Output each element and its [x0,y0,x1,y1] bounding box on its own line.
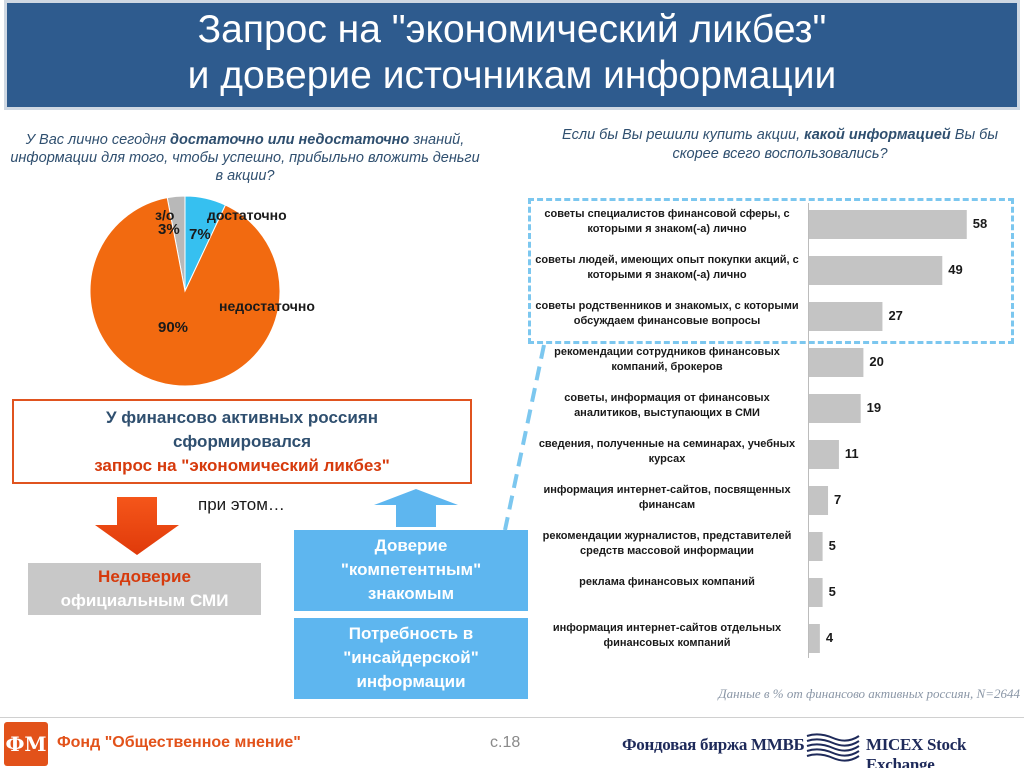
bar-value-label: 58 [972,216,988,231]
pri-etom-text: при этом… [198,495,285,514]
pie-slice [89,197,281,387]
bar-value-label: 19 [866,400,882,415]
bar-category-label: информация интернет-сайтов, посвященных … [543,484,791,511]
page-number: с.18 [490,734,521,751]
slide-title: Запрос на "экономический ликбез" и довер… [7,7,1017,99]
bar-category-label: советы, информация от финансовых аналити… [564,392,770,419]
distrust-box: Недоверие официальным СМИ [28,563,261,615]
bar-category-label: советы специалистов финансовой сферы, с … [544,208,790,235]
bar-value-label: 7 [834,492,842,507]
pie-label-enough-name: достаточно [207,207,287,223]
pie-question-bold: достаточно или недостаточно [170,132,410,148]
bar-value-label: 20 [869,354,884,369]
bar-value-label: 11 [844,446,859,461]
bar-value-label: 4 [825,630,834,645]
bar-category-label: информация интернет-сайтов отдельных фин… [552,622,782,649]
bar-question: Если бы Вы решили купить акции, какой ин… [540,126,1020,164]
title-line-1: Запрос на "экономический ликбез" [197,8,827,51]
bar-category-label: рекомендации сотрудников финансовых комп… [554,346,780,373]
micex-logo: Фондовая биржа ММВБ MICEX Stock Exchange [622,730,1002,768]
trust-line-2: "компетентным" [340,560,482,579]
micex-emblem-icon [806,733,860,762]
bar-value-label: 5 [828,538,836,553]
trust-box: Доверие "компетентным" знакомым [294,530,528,611]
bar-question-part2: Вы бы скорее всего воспользовались? [672,127,998,162]
bar [809,624,820,653]
insider-line-1: Потребность в [348,624,474,643]
conclusion-line-1: У финансово активных россиян [105,408,379,427]
bar-category-label: советы родственников и знакомых, с котор… [535,300,799,327]
pie-label-no-answer-value: 3% [158,221,180,238]
pie-label-not-enough-value: 90% [158,319,189,336]
bar [809,578,823,607]
conclusion-line-2: сформировался [172,432,312,451]
bar-category-label: рекомендации журналистов, представителей… [542,530,792,557]
bar [809,532,823,561]
fom-logo: ФМ [4,722,48,766]
bar-category-label: реклама финансовых компаний [579,576,755,588]
bar [809,302,883,331]
insider-line-2: "инсайдерской" [343,648,479,667]
bar [809,486,829,515]
pie-label-enough-value: 7% [189,226,211,243]
data-footnote: Данные в % от финансово активных россиян… [718,686,1020,701]
bar-value-label: 49 [948,262,963,277]
micex-name-ru: Фондовая биржа ММВБ [622,735,805,754]
conclusion-line-3: запрос на "экономический ликбез" [94,456,390,475]
trust-line-1: Доверие [374,536,448,555]
bar [809,210,967,239]
fom-name: Фонд "Общественное мнение" [57,734,301,751]
insider-box: Потребность в "инсайдерской" информации [294,618,528,699]
trust-line-3: знакомым [367,584,455,603]
slide-header: Запрос на "экономический ликбез" и довер… [4,0,1020,110]
bar [809,348,864,377]
insider-line-3: информации [356,672,466,691]
pie-question-part2: знаний, информации для того, чтобы успеш… [10,132,480,184]
bar [809,394,861,423]
bar-category-label: сведения, полученные на семинарах, учебн… [538,438,796,465]
highlight-dashed-box [528,198,1014,344]
bar-category-label: советы людей, имеющих опыт покупки акций… [535,254,799,281]
pie-question: У Вас лично сегодня достаточно или недос… [10,131,480,185]
pie-chart [89,195,281,387]
bar [809,256,943,285]
bar-question-bold: какой информацией [804,127,951,143]
distrust-line-2: официальным СМИ [60,591,229,610]
footer-divider [0,717,1024,718]
pie-label-not-enough-name: недостаточно [219,298,315,314]
title-line-2: и доверие источникам информации [187,54,837,97]
distrust-line-1: Недоверие [98,567,191,586]
bar-question-part1: Если бы Вы решили купить акции, [561,127,805,143]
bar-value-label: 27 [888,308,903,323]
arrow-down-icon [95,497,179,555]
bar [809,440,839,469]
bar-chart-axis [808,203,809,658]
micex-name-en: MICEX Stock Exchange [866,735,967,768]
conclusion-box: У финансово активных россиян сформировал… [12,399,472,484]
pie-question-part1: У Вас лично сегодня [25,132,170,148]
pie-label-no-answer-name: з/о [155,207,175,223]
arrow-up-icon [374,489,458,527]
bar-value-label: 5 [828,584,836,599]
